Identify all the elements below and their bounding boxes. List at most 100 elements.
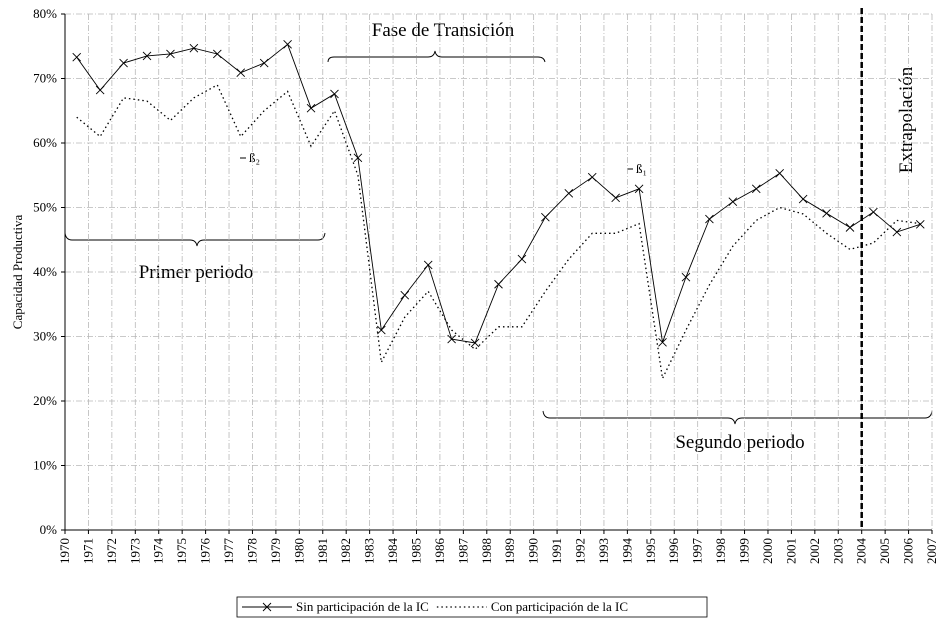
brace	[542, 410, 933, 425]
series-line	[76, 84, 921, 381]
x-tick-label: 1970	[57, 538, 72, 564]
legend-label: Con participación de la IC	[491, 599, 628, 614]
x-tick-label: 2003	[830, 538, 845, 564]
point-marker	[587, 172, 597, 182]
x-tick-label: 2004	[854, 538, 869, 565]
y-tick-label: 50%	[33, 200, 57, 215]
point-marker	[400, 290, 410, 300]
annotation: ß₂	[249, 150, 260, 165]
point-marker	[564, 188, 574, 198]
point-marker	[119, 58, 128, 68]
point-marker	[517, 254, 527, 264]
point-marker	[658, 337, 667, 347]
y-tick-label: 40%	[33, 264, 57, 279]
x-tick-label: 1985	[408, 538, 423, 564]
x-tick-label: 1976	[198, 538, 213, 565]
point-marker	[377, 325, 386, 335]
y-tick-label: 10%	[33, 458, 57, 473]
x-tick-label: 1979	[268, 538, 283, 564]
x-tick-label: 1983	[362, 538, 377, 564]
annotation: Extrapolación	[896, 66, 917, 173]
point-marker	[798, 194, 808, 204]
y-axis-label: Capacidad Productiva	[10, 215, 25, 330]
x-tick-label: 1990	[526, 538, 541, 564]
annotation: ß₁	[636, 161, 647, 176]
x-tick-label: 1980	[291, 538, 306, 564]
point-marker	[541, 212, 550, 222]
point-marker	[822, 208, 831, 218]
annotation: Fase de Transición	[372, 20, 515, 41]
point-marker	[892, 227, 902, 237]
point-marker	[236, 68, 246, 78]
x-tick-label: 1987	[455, 538, 470, 565]
point-marker	[775, 168, 785, 178]
x-tick-label: 1975	[174, 538, 189, 564]
brace	[327, 50, 546, 63]
point-marker	[95, 85, 105, 95]
point-marker	[189, 43, 199, 53]
point-marker	[869, 207, 878, 217]
x-tick-label: 1998	[713, 538, 728, 564]
annotation: Primer periodo	[139, 262, 254, 283]
point-marker	[915, 219, 925, 229]
point-marker	[72, 52, 82, 62]
y-tick-label: 80%	[33, 6, 57, 21]
x-tick-label: 1971	[80, 538, 95, 564]
point-marker	[283, 39, 292, 49]
x-tick-label: 2006	[901, 538, 916, 565]
y-tick-label: 70%	[33, 71, 57, 86]
y-tick-label: 20%	[33, 393, 57, 408]
point-marker	[447, 334, 456, 344]
point-marker	[306, 103, 316, 113]
x-tick-label: 1974	[151, 538, 166, 565]
x-tick-label: 1991	[549, 538, 564, 564]
point-marker	[705, 214, 714, 224]
x-tick-label: 1981	[315, 538, 330, 564]
point-marker	[259, 58, 269, 68]
series-line	[76, 43, 921, 344]
x-tick-label: 1977	[221, 538, 236, 565]
x-tick-label: 1997	[690, 538, 705, 565]
x-tick-label: 2005	[877, 538, 892, 564]
brace	[64, 232, 326, 247]
annotation: Segundo periodo	[675, 432, 804, 453]
point-marker	[212, 49, 222, 59]
point-marker	[845, 223, 855, 232]
x-tick-label: 2001	[783, 538, 798, 564]
x-tick-label: 1972	[104, 538, 119, 564]
y-tick-label: 0%	[40, 522, 58, 537]
point-marker	[330, 89, 339, 99]
point-marker	[166, 49, 175, 59]
x-tick-label: 1989	[502, 538, 517, 564]
x-tick-label: 1995	[643, 538, 658, 564]
x-tick-label: 1973	[127, 538, 142, 564]
point-marker	[611, 193, 620, 203]
x-tick-label: 2007	[924, 538, 936, 565]
point-marker	[470, 338, 480, 348]
x-tick-label: 1994	[619, 538, 634, 565]
x-tick-label: 1993	[596, 538, 611, 564]
x-tick-label: 1988	[479, 538, 494, 564]
point-marker	[728, 197, 738, 207]
x-tick-label: 1996	[666, 538, 681, 565]
x-tick-label: 1999	[737, 538, 752, 564]
legend-marker	[262, 602, 272, 612]
y-tick-label: 60%	[33, 135, 57, 150]
x-tick-label: 2000	[760, 538, 775, 564]
point-marker	[353, 153, 363, 163]
legend-label: Sin participación de la IC	[296, 599, 429, 614]
y-tick-label: 30%	[33, 329, 57, 344]
x-tick-label: 1978	[244, 538, 259, 564]
x-tick-label: 1984	[385, 538, 400, 565]
x-tick-label: 1986	[432, 538, 447, 565]
x-tick-label: 1992	[573, 538, 588, 564]
x-tick-label: 2002	[807, 538, 822, 564]
point-marker	[494, 279, 503, 289]
legend-box	[236, 596, 708, 618]
point-marker	[681, 272, 691, 282]
point-marker	[142, 51, 152, 61]
point-marker	[634, 184, 644, 194]
point-marker	[423, 260, 433, 270]
point-marker	[751, 184, 761, 194]
